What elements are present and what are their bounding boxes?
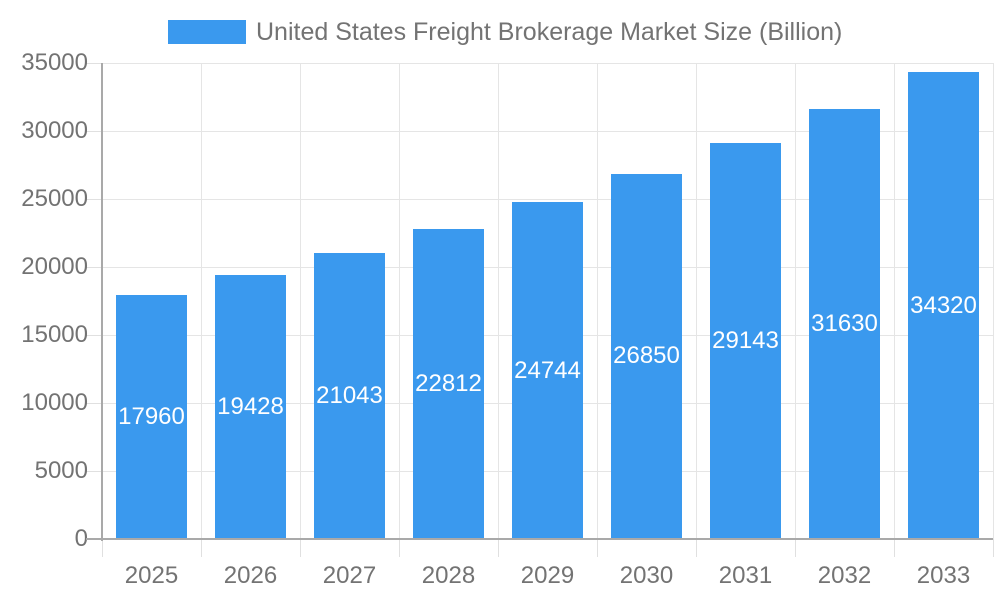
x-axis-label: 2025 — [124, 562, 179, 589]
y-axis-label: 15000 — [21, 321, 88, 348]
y-axis-label: 20000 — [21, 253, 88, 280]
y-tick — [86, 266, 102, 268]
x-tick — [794, 539, 796, 557]
bar — [413, 228, 484, 539]
x-axis-label: 2033 — [916, 562, 971, 589]
x-axis-label: 2031 — [718, 562, 773, 589]
x-gridline — [497, 63, 499, 539]
legend: United States Freight Brokerage Market S… — [168, 18, 842, 46]
bar-value-label: 17960 — [118, 402, 185, 430]
bar-value-label: 24744 — [514, 356, 581, 384]
y-gridline — [102, 62, 993, 64]
y-axis-label: 0 — [74, 525, 88, 552]
y-axis-label: 5000 — [34, 457, 88, 484]
y-tick — [86, 470, 102, 472]
x-tick — [299, 539, 301, 557]
x-gridline — [695, 63, 697, 539]
x-tick — [101, 539, 103, 557]
x-gridline — [398, 63, 400, 539]
y-tick — [86, 198, 102, 200]
y-gridline — [102, 198, 993, 200]
bar-value-label: 34320 — [910, 291, 977, 319]
x-tick — [497, 539, 499, 557]
x-axis-label: 2030 — [619, 562, 674, 589]
y-tick — [86, 334, 102, 336]
x-axis-label: 2032 — [817, 562, 872, 589]
y-gridline — [102, 130, 993, 132]
x-axis-label: 2029 — [520, 562, 575, 589]
bar — [116, 294, 187, 539]
x-gridline — [299, 63, 301, 539]
y-tick — [86, 130, 102, 132]
x-tick — [398, 539, 400, 557]
bar — [611, 173, 682, 539]
y-axis-label: 30000 — [21, 117, 88, 144]
bar-value-label: 26850 — [613, 342, 680, 370]
bar — [314, 252, 385, 539]
x-axis-label: 2027 — [322, 562, 377, 589]
x-gridline — [893, 63, 895, 539]
x-gridline — [200, 63, 202, 539]
x-gridline — [596, 63, 598, 539]
y-axis-label: 10000 — [21, 389, 88, 416]
bar — [908, 72, 979, 539]
x-gridline — [794, 63, 796, 539]
bar-value-label: 31630 — [811, 309, 878, 337]
x-tick — [695, 539, 697, 557]
bar — [710, 142, 781, 539]
x-axis-label: 2028 — [421, 562, 476, 589]
x-gridline — [992, 63, 994, 539]
bar-value-label: 19428 — [217, 392, 284, 420]
x-tick — [893, 539, 895, 557]
bar-value-label: 29143 — [712, 326, 779, 354]
x-tick — [992, 539, 994, 557]
bar-value-label: 22812 — [415, 369, 482, 397]
x-tick — [596, 539, 598, 557]
bar — [215, 274, 286, 539]
y-tick — [86, 402, 102, 404]
legend-swatch-icon — [168, 20, 246, 44]
x-axis-label: 2026 — [223, 562, 278, 589]
bar-value-label: 21043 — [316, 381, 383, 409]
x-axis-line — [86, 538, 993, 540]
y-axis-label: 25000 — [21, 185, 88, 212]
bar — [512, 202, 583, 539]
y-axis-line — [100, 63, 103, 541]
y-tick — [86, 62, 102, 64]
bar — [809, 108, 880, 539]
legend-label: United States Freight Brokerage Market S… — [256, 17, 843, 46]
x-tick — [200, 539, 202, 557]
y-axis-label: 35000 — [21, 49, 88, 76]
